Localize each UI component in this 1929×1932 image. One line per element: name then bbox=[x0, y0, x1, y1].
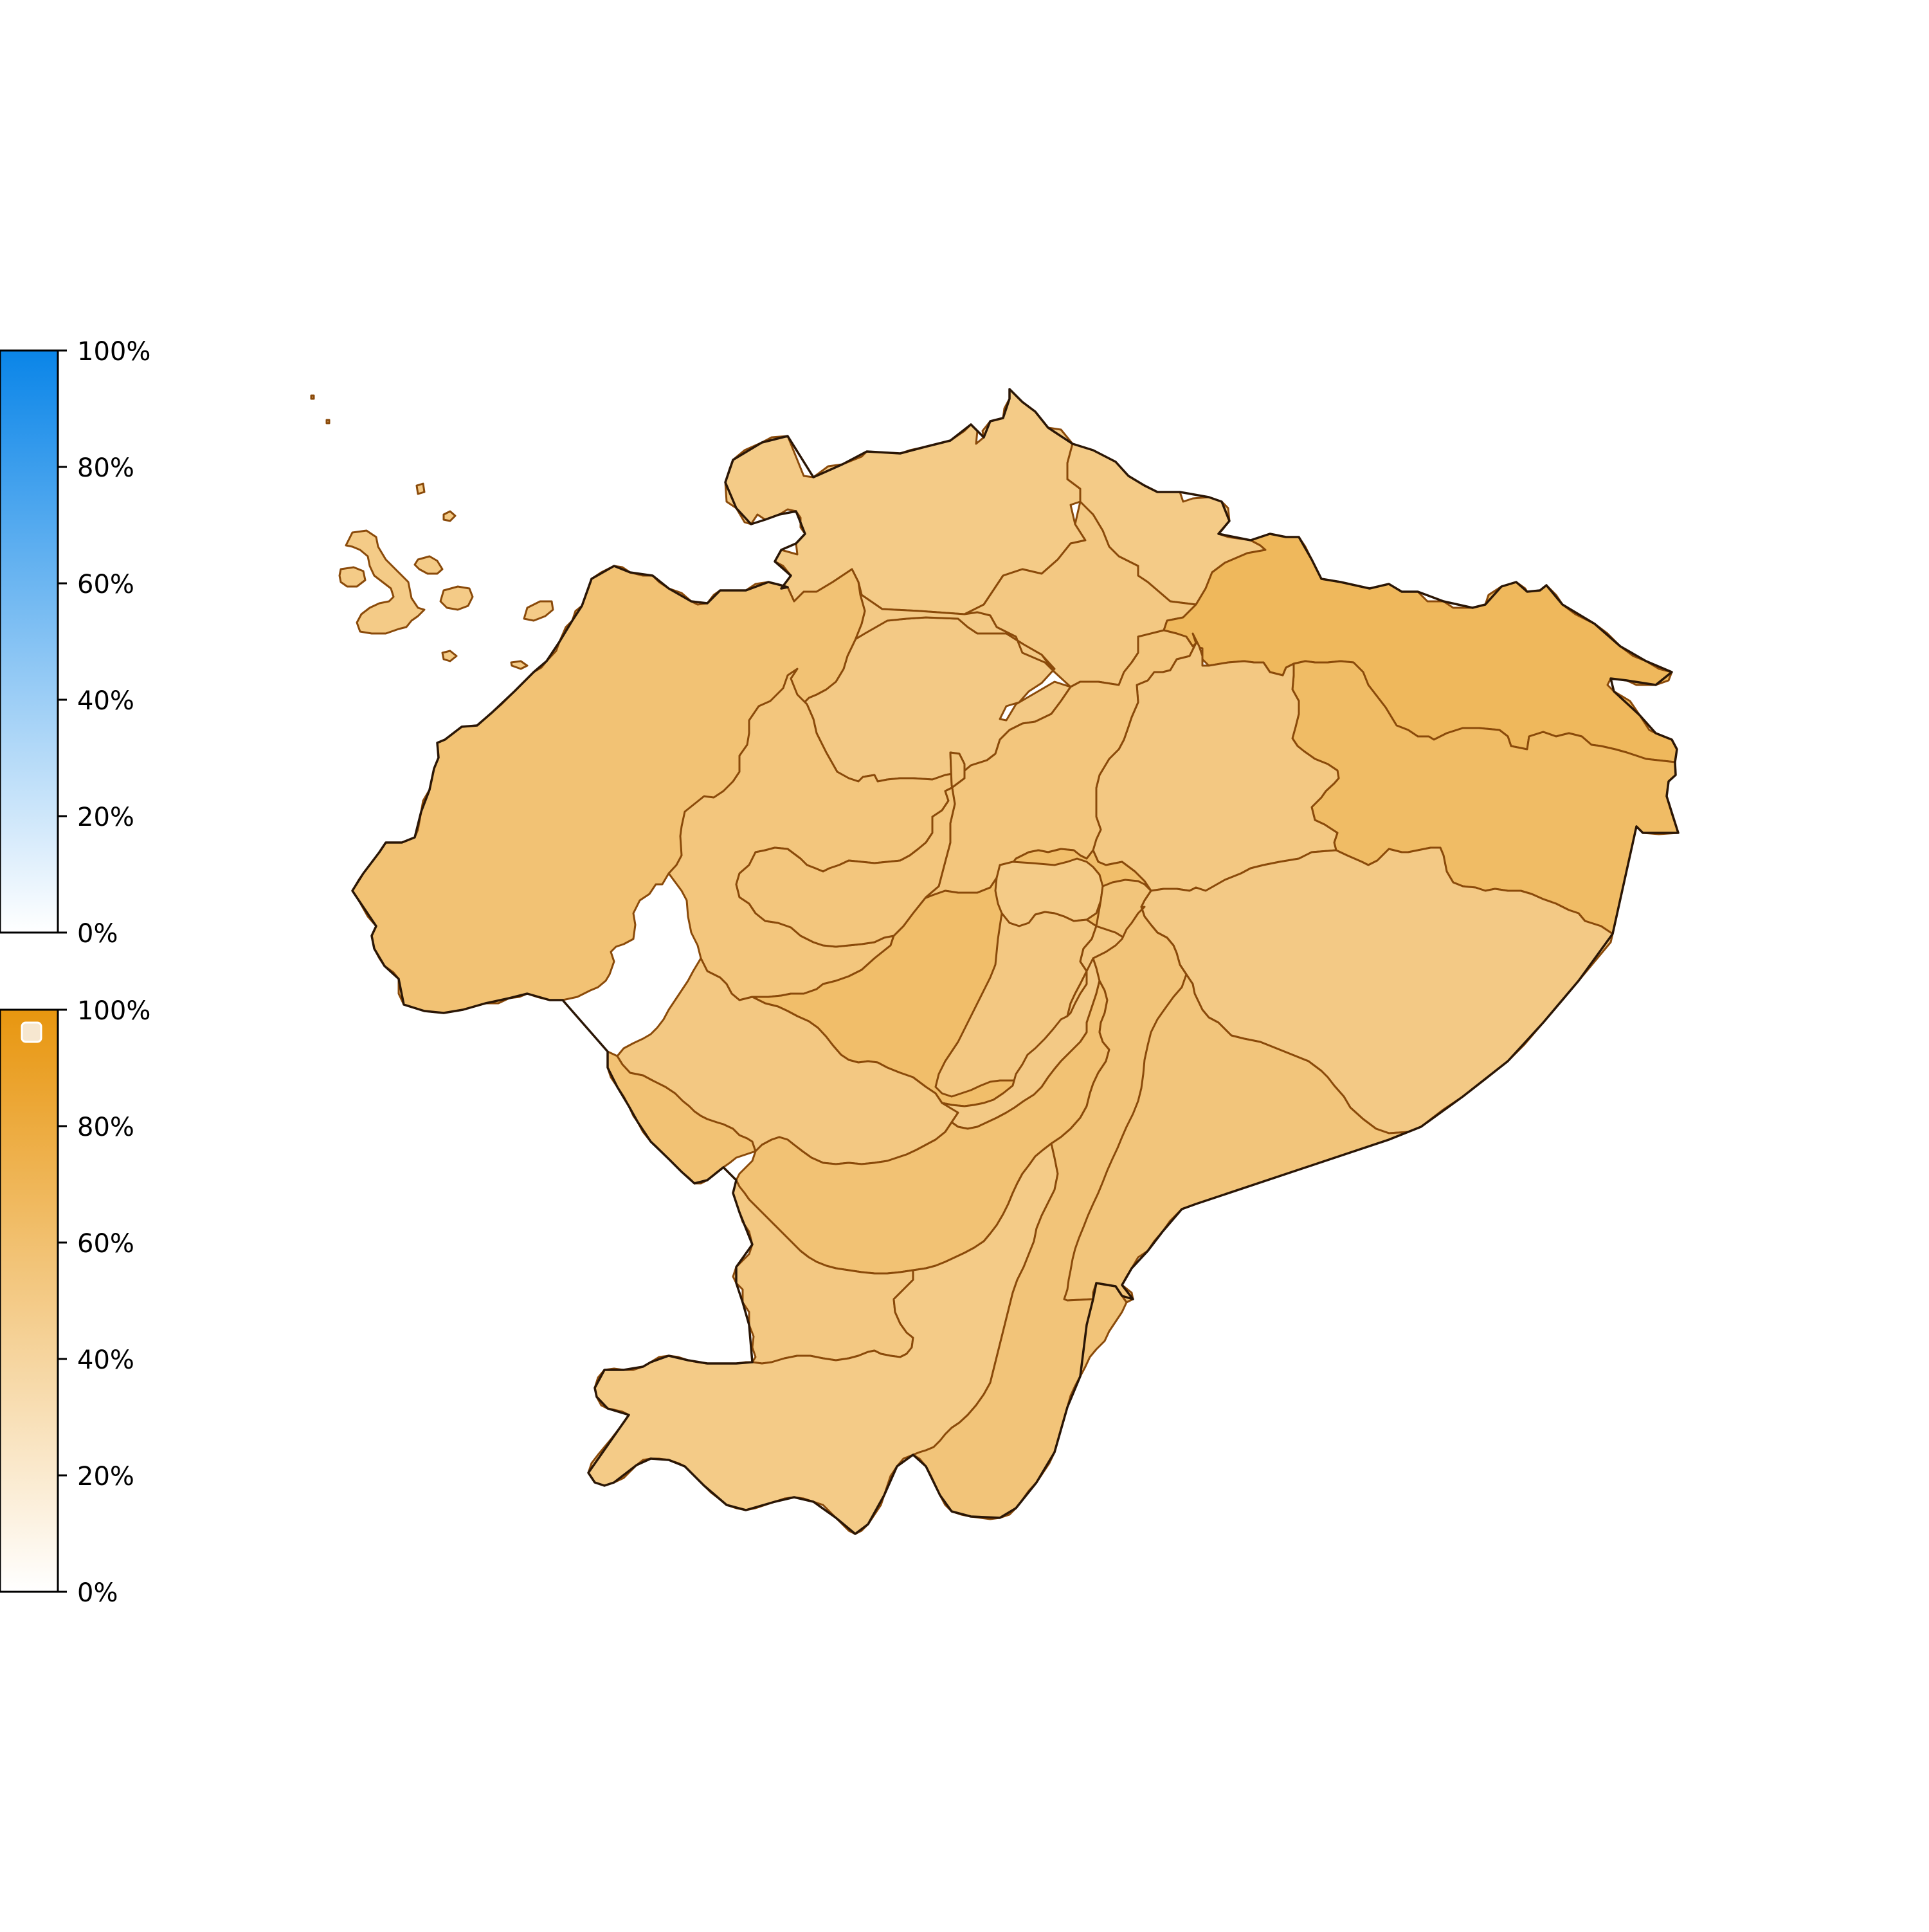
blue-tick-label: 0% bbox=[77, 919, 118, 949]
blue-tick-label: 100% bbox=[77, 337, 150, 367]
blue-colorbar: 100% 80% 60% 40% 20% 0% bbox=[0, 337, 150, 949]
map-region[interactable] bbox=[310, 394, 554, 670]
blue-colorbar-fill bbox=[0, 349, 59, 934]
orange-tick-label: 100% bbox=[77, 996, 150, 1026]
blue-tick-label: 20% bbox=[77, 803, 134, 832]
colorbar-marker bbox=[21, 1021, 42, 1043]
orange-tick-label: 80% bbox=[77, 1113, 134, 1142]
country-outline bbox=[351, 388, 1680, 1535]
blue-tick-label: 60% bbox=[77, 570, 134, 599]
orange-tick-label: 0% bbox=[77, 1578, 118, 1608]
orange-colorbar-ticks bbox=[58, 1008, 67, 1593]
orange-colorbar: 100% 80% 60% 40% 20% 0% bbox=[0, 996, 150, 1608]
map-regions bbox=[310, 388, 1680, 1535]
orange-tick-label: 20% bbox=[77, 1462, 134, 1491]
orange-tick-label: 40% bbox=[77, 1345, 134, 1375]
orange-colorbar-fill bbox=[0, 1008, 59, 1593]
orange-tick-label: 60% bbox=[77, 1229, 134, 1259]
map-region[interactable] bbox=[735, 751, 966, 948]
blue-tick-label: 40% bbox=[77, 686, 134, 716]
blue-tick-label: 80% bbox=[77, 453, 134, 483]
blue-colorbar-ticks bbox=[58, 349, 67, 934]
